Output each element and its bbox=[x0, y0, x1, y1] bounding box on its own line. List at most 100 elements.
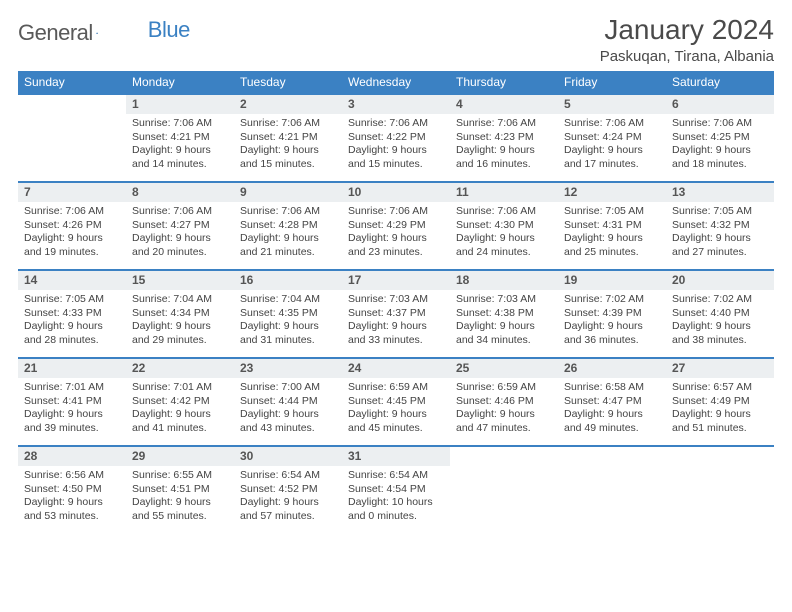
day-info-line: Sunrise: 7:04 AM bbox=[240, 293, 336, 306]
day-number: 25 bbox=[450, 359, 558, 378]
day-info-line: Daylight: 9 hours bbox=[564, 144, 660, 157]
location-text: Paskuqan, Tirana, Albania bbox=[600, 48, 774, 65]
day-info-line: Sunrise: 7:06 AM bbox=[348, 205, 444, 218]
day-info-line: Daylight: 9 hours bbox=[456, 144, 552, 157]
day-info-line: Sunset: 4:35 PM bbox=[240, 307, 336, 320]
day-cell: 3Sunrise: 7:06 AMSunset: 4:22 PMDaylight… bbox=[342, 94, 450, 182]
day-info-line: Sunset: 4:33 PM bbox=[24, 307, 120, 320]
day-cell: 17Sunrise: 7:03 AMSunset: 4:37 PMDayligh… bbox=[342, 270, 450, 358]
day-info-line: and 15 minutes. bbox=[348, 158, 444, 171]
day-info-line: Sunset: 4:45 PM bbox=[348, 395, 444, 408]
day-header: Saturday bbox=[666, 71, 774, 94]
day-info-line: and 55 minutes. bbox=[132, 510, 228, 523]
day-info-line: Sunrise: 7:03 AM bbox=[456, 293, 552, 306]
day-info-line: Sunset: 4:38 PM bbox=[456, 307, 552, 320]
day-info-line: and 45 minutes. bbox=[348, 422, 444, 435]
day-info-line: and 51 minutes. bbox=[672, 422, 768, 435]
day-info-line: and 18 minutes. bbox=[672, 158, 768, 171]
day-info-line: and 23 minutes. bbox=[348, 246, 444, 259]
day-info-line: Sunset: 4:37 PM bbox=[348, 307, 444, 320]
day-header: Thursday bbox=[450, 71, 558, 94]
day-info-line: and 29 minutes. bbox=[132, 334, 228, 347]
day-info-line: Sunrise: 7:02 AM bbox=[672, 293, 768, 306]
day-info-line: Daylight: 9 hours bbox=[24, 232, 120, 245]
day-cell: 16 Sunrise: 7:04 AMSunset: 4:35 PMDayligh… bbox=[234, 270, 342, 358]
day-cell: 7Sunrise: 7:06 AMSunset: 4:26 PMDaylight… bbox=[18, 182, 126, 270]
day-info-line: and 49 minutes. bbox=[564, 422, 660, 435]
day-info-line: Daylight: 10 hours bbox=[348, 496, 444, 509]
page-header: General Blue January 2024 Paskuqan, Tira… bbox=[18, 14, 774, 65]
day-cell: 8Sunrise: 7:06 AMSunset: 4:27 PMDaylight… bbox=[126, 182, 234, 270]
day-cell: 14Sunrise: 7:05 AMSunset: 4:33 PMDayligh… bbox=[18, 270, 126, 358]
day-header: Monday bbox=[126, 71, 234, 94]
day-number: 30 bbox=[234, 447, 342, 466]
day-info-line: and 31 minutes. bbox=[240, 334, 336, 347]
week-row: 1Sunrise: 7:06 AMSunset: 4:21 PMDaylight… bbox=[18, 94, 774, 182]
day-info-line: Sunrise: 7:06 AM bbox=[564, 117, 660, 130]
day-number: 31 bbox=[342, 447, 450, 466]
day-info-line: and 28 minutes. bbox=[24, 334, 120, 347]
day-cell: 29Sunrise: 6:55 AMSunset: 4:51 PMDayligh… bbox=[126, 446, 234, 534]
day-info-line: Sunrise: 6:56 AM bbox=[24, 469, 120, 482]
day-info-line: Sunset: 4:44 PM bbox=[240, 395, 336, 408]
day-info-line: Sunrise: 7:00 AM bbox=[240, 381, 336, 394]
day-cell: 4Sunrise: 7:06 AMSunset: 4:23 PMDaylight… bbox=[450, 94, 558, 182]
day-number: 11 bbox=[450, 183, 558, 202]
day-info-line: Sunset: 4:50 PM bbox=[24, 483, 120, 496]
day-info-line: and 21 minutes. bbox=[240, 246, 336, 259]
calendar-body: 1Sunrise: 7:06 AMSunset: 4:21 PMDaylight… bbox=[18, 94, 774, 534]
day-number: 29 bbox=[126, 447, 234, 466]
day-info-line: Sunrise: 7:06 AM bbox=[240, 117, 336, 130]
day-header: Tuesday bbox=[234, 71, 342, 94]
day-info-line: Daylight: 9 hours bbox=[240, 144, 336, 157]
logo-sail-icon bbox=[96, 25, 99, 41]
day-info-line: Sunset: 4:25 PM bbox=[672, 131, 768, 144]
day-info-line: and 38 minutes. bbox=[672, 334, 768, 347]
day-info-line: Daylight: 9 hours bbox=[456, 232, 552, 245]
day-info-line: Sunset: 4:42 PM bbox=[132, 395, 228, 408]
day-number: 7 bbox=[18, 183, 126, 202]
day-info-line: Daylight: 9 hours bbox=[240, 496, 336, 509]
day-info-line: and 20 minutes. bbox=[132, 246, 228, 259]
day-info-line: Sunset: 4:26 PM bbox=[24, 219, 120, 232]
day-info-line: Sunset: 4:31 PM bbox=[564, 219, 660, 232]
day-number: 15 bbox=[126, 271, 234, 290]
day-header: Friday bbox=[558, 71, 666, 94]
day-number: 6 bbox=[666, 95, 774, 114]
day-number: 16 bbox=[234, 271, 342, 290]
day-info-line: Daylight: 9 hours bbox=[24, 408, 120, 421]
day-number: 28 bbox=[18, 447, 126, 466]
day-number: 17 bbox=[342, 271, 450, 290]
day-info-line: Daylight: 9 hours bbox=[240, 320, 336, 333]
day-info-line: Sunset: 4:49 PM bbox=[672, 395, 768, 408]
day-number: 14 bbox=[18, 271, 126, 290]
day-info-line: Daylight: 9 hours bbox=[672, 320, 768, 333]
day-info-line: Daylight: 9 hours bbox=[348, 408, 444, 421]
day-header: Sunday bbox=[18, 71, 126, 94]
day-info-line: and 17 minutes. bbox=[564, 158, 660, 171]
day-info-line: and 34 minutes. bbox=[456, 334, 552, 347]
day-info-line: Daylight: 9 hours bbox=[240, 232, 336, 245]
day-info-line: and 16 minutes. bbox=[456, 158, 552, 171]
day-info-line: Sunrise: 7:05 AM bbox=[564, 205, 660, 218]
day-info-line: Daylight: 9 hours bbox=[24, 320, 120, 333]
day-info-line: Sunrise: 7:02 AM bbox=[564, 293, 660, 306]
day-info-line: Daylight: 9 hours bbox=[456, 320, 552, 333]
day-info-line: Sunrise: 7:06 AM bbox=[456, 205, 552, 218]
day-info-line: Daylight: 9 hours bbox=[132, 496, 228, 509]
week-row: 28 Sunrise: 6:56 AMSunset: 4:50 PM Dayligh… bbox=[18, 446, 774, 534]
day-number: 1 bbox=[126, 95, 234, 114]
day-info-line: Sunset: 4:40 PM bbox=[672, 307, 768, 320]
day-info-line: Sunrise: 6:59 AM bbox=[348, 381, 444, 394]
day-info-line: and 27 minutes. bbox=[672, 246, 768, 259]
day-number: 4 bbox=[450, 95, 558, 114]
day-number: 20 bbox=[666, 271, 774, 290]
day-info-line: Daylight: 9 hours bbox=[132, 144, 228, 157]
day-info-line: and 47 minutes. bbox=[456, 422, 552, 435]
day-info-line: Sunset: 4:30 PM bbox=[456, 219, 552, 232]
day-info-line: and 19 minutes. bbox=[24, 246, 120, 259]
day-number: 26 bbox=[558, 359, 666, 378]
day-info-line: Daylight: 9 hours bbox=[132, 408, 228, 421]
day-info-line: Sunset: 4:29 PM bbox=[348, 219, 444, 232]
day-info-line: Daylight: 9 hours bbox=[564, 408, 660, 421]
